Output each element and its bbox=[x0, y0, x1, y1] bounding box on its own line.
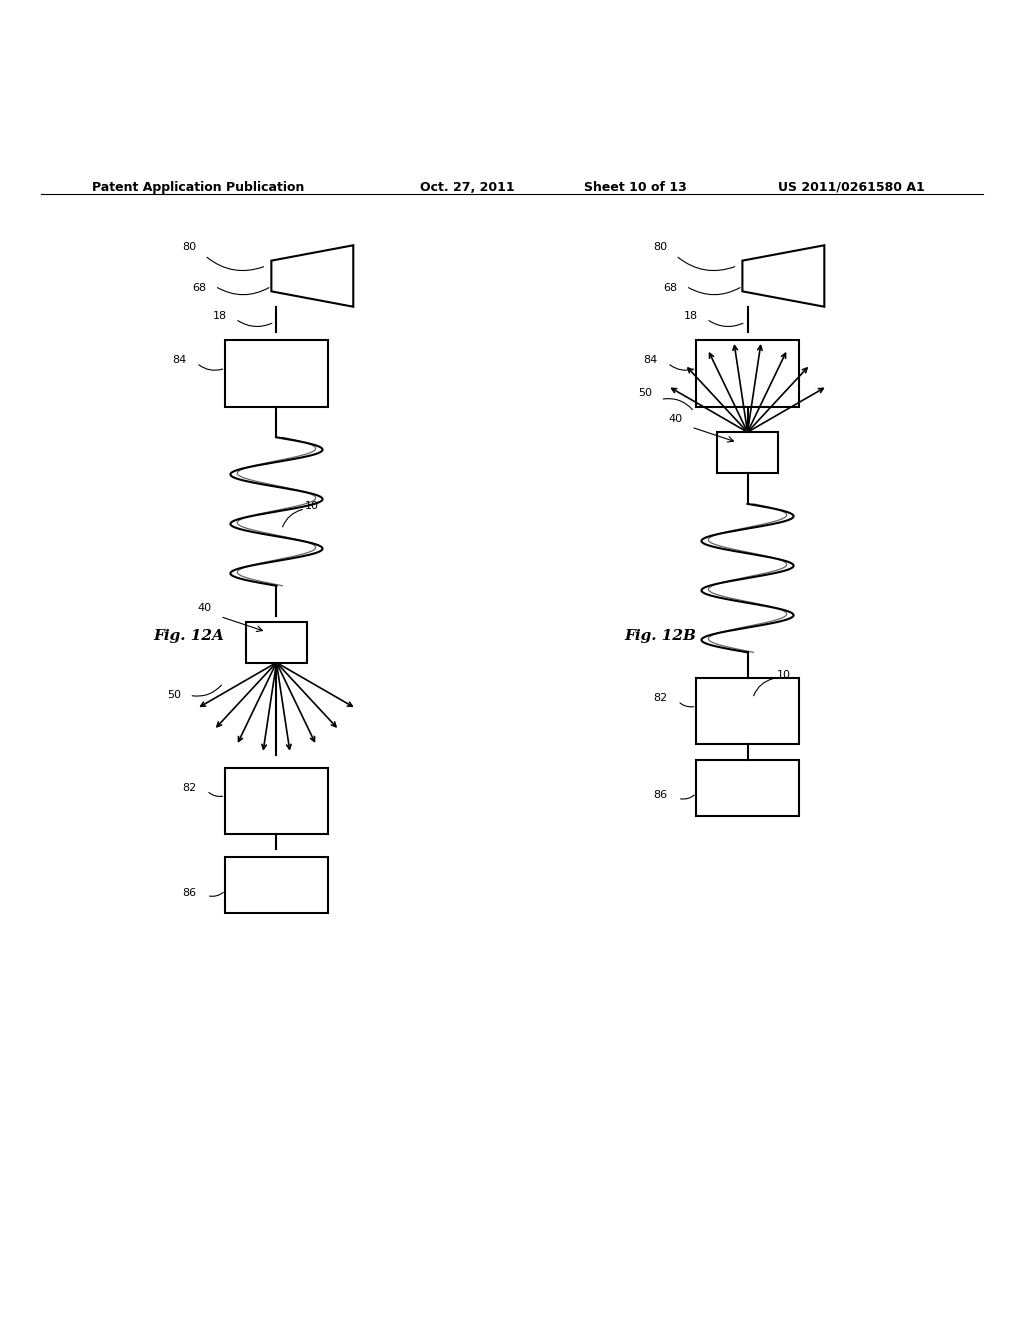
Text: 82: 82 bbox=[653, 693, 668, 704]
Text: 84: 84 bbox=[643, 355, 657, 366]
Bar bbox=[696, 678, 799, 744]
Text: 80: 80 bbox=[182, 243, 197, 252]
Bar bbox=[225, 341, 328, 407]
Bar bbox=[696, 760, 799, 816]
Bar bbox=[696, 341, 799, 407]
Text: 68: 68 bbox=[664, 284, 678, 293]
Text: Oct. 27, 2011: Oct. 27, 2011 bbox=[420, 181, 514, 194]
Text: 40: 40 bbox=[669, 414, 683, 424]
Text: 86: 86 bbox=[182, 887, 197, 898]
Text: 10: 10 bbox=[776, 671, 791, 680]
Text: Fig. 12A: Fig. 12A bbox=[154, 628, 224, 643]
Text: 50: 50 bbox=[167, 690, 181, 701]
Text: Patent Application Publication: Patent Application Publication bbox=[92, 181, 304, 194]
Text: 84: 84 bbox=[172, 355, 186, 366]
Text: 18: 18 bbox=[684, 312, 698, 321]
Polygon shape bbox=[271, 246, 353, 306]
Text: 18: 18 bbox=[213, 312, 227, 321]
Bar bbox=[717, 432, 778, 473]
Bar bbox=[246, 622, 307, 663]
Bar bbox=[225, 767, 328, 834]
Text: 50: 50 bbox=[638, 388, 652, 399]
Text: 80: 80 bbox=[653, 243, 668, 252]
Polygon shape bbox=[742, 246, 824, 306]
Text: US 2011/0261580 A1: US 2011/0261580 A1 bbox=[778, 181, 925, 194]
Text: 86: 86 bbox=[653, 791, 668, 800]
Text: 68: 68 bbox=[193, 284, 207, 293]
Text: 10: 10 bbox=[305, 502, 319, 511]
Text: Sheet 10 of 13: Sheet 10 of 13 bbox=[584, 181, 686, 194]
Text: 82: 82 bbox=[182, 783, 197, 792]
Bar bbox=[225, 857, 328, 913]
Text: 40: 40 bbox=[198, 603, 212, 614]
Text: Fig. 12B: Fig. 12B bbox=[625, 628, 696, 643]
